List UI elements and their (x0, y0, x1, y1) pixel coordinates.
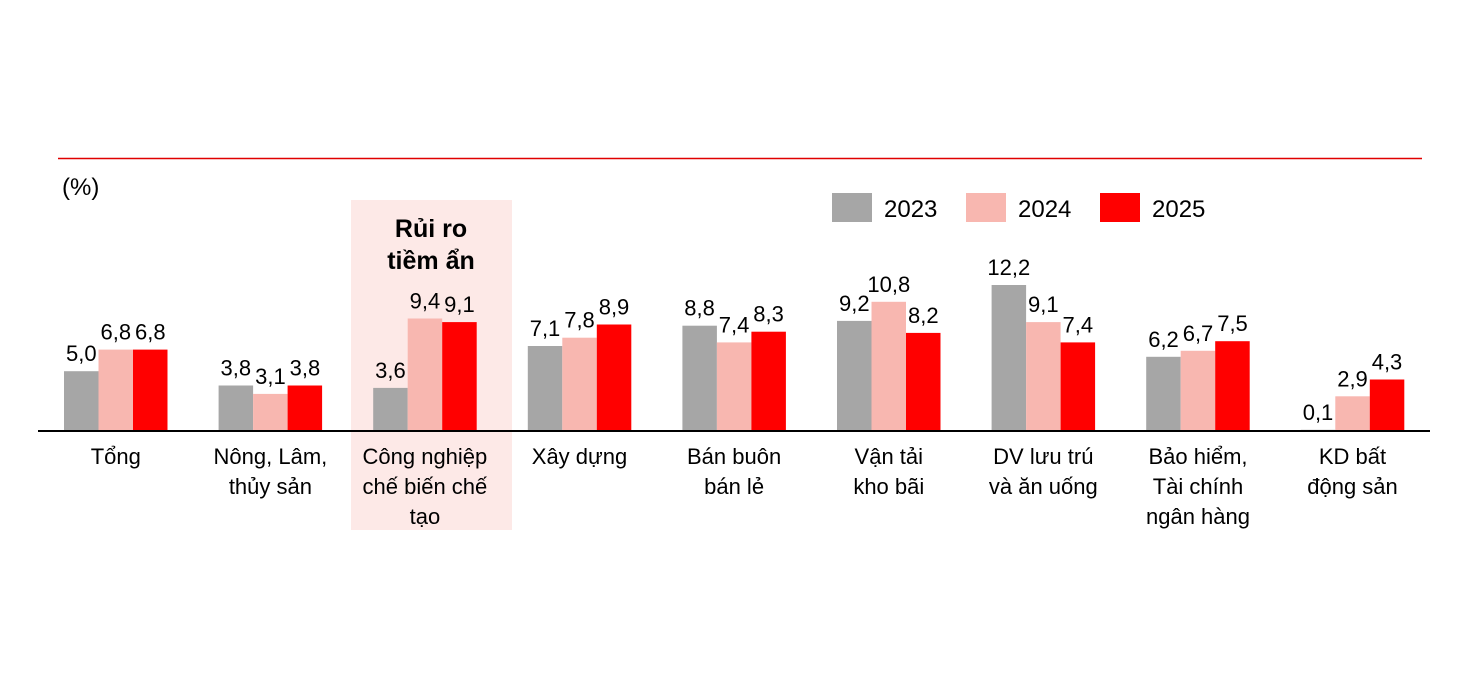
legend-label-2024: 2024 (1018, 196, 1071, 223)
legend-label-2023: 2023 (884, 196, 937, 223)
category-label: Xây dựng (532, 444, 627, 469)
bar-2024 (1180, 350, 1216, 431)
category-label: KD bất (1319, 444, 1386, 469)
legend-swatch-2025 (1100, 193, 1140, 222)
category-label: chế biến chế (363, 474, 488, 499)
value-label-2023: 5,0 (66, 341, 97, 366)
value-label-2025: 9,1 (444, 292, 475, 317)
value-label-2025: 7,5 (1217, 311, 1248, 336)
highlight-text: Rủi ro tiềm ẩn (387, 215, 475, 275)
highlight-text-line: Rủi ro (395, 215, 467, 243)
bar-2025 (596, 324, 632, 431)
value-label-2024: 10,8 (867, 272, 910, 297)
value-label-2023: 6,2 (1148, 327, 1179, 352)
bar-2023 (682, 325, 717, 431)
category-label: ngân hàng (1146, 504, 1250, 529)
bar-2024 (716, 342, 752, 431)
bar-2024 (562, 337, 597, 431)
legend-swatch-2023 (832, 193, 872, 222)
bar-2024 (407, 318, 443, 431)
value-label-2024: 9,1 (1028, 292, 1059, 317)
bar-2024 (871, 301, 906, 431)
value-label-2023: 0,1 (1303, 400, 1334, 425)
bar-2025 (1215, 341, 1250, 431)
category-label: Công nghiệp (363, 444, 488, 469)
category-label: Nông, Lâm, (214, 444, 328, 469)
legend-swatch-2024 (966, 193, 1006, 222)
category-label: DV lưu trú (993, 444, 1093, 469)
legend-label-2025: 2025 (1152, 196, 1205, 223)
bars (64, 285, 1405, 431)
value-label-2025: 3,8 (290, 356, 321, 381)
value-label-2024: 7,8 (564, 308, 595, 333)
category-label: động sản (1307, 474, 1398, 499)
value-label-2024: 2,9 (1337, 366, 1368, 391)
value-label-2025: 4,3 (1372, 350, 1403, 375)
value-label-2025: 8,2 (908, 303, 939, 328)
value-label-2023: 12,2 (987, 255, 1030, 280)
value-label-2025: 8,9 (599, 295, 630, 320)
bar-2023 (527, 346, 563, 431)
value-label-2024: 6,7 (1183, 321, 1214, 346)
value-label-2024: 7,4 (719, 312, 750, 337)
category-label: Bảo hiểm, (1148, 444, 1247, 469)
bar-2023 (837, 320, 872, 431)
value-label-2025: 6,8 (135, 320, 166, 345)
bar-2024 (1026, 322, 1061, 431)
category-label: thủy sản (229, 474, 312, 499)
bar-2024 (98, 349, 133, 431)
bar-2025 (1369, 379, 1405, 431)
bar-2025 (287, 385, 323, 431)
bar-2025 (751, 331, 786, 431)
value-label-2024: 9,4 (410, 289, 441, 314)
value-label-2023: 7,1 (530, 316, 561, 341)
value-label-2024: 3,1 (255, 364, 286, 389)
value-label-2023: 3,6 (375, 358, 406, 383)
value-label-2023: 3,8 (221, 356, 252, 381)
bar-2023 (373, 387, 408, 431)
category-label: Bán buôn (687, 444, 781, 469)
value-label-2023: 9,2 (839, 291, 870, 316)
bar-2025 (442, 322, 477, 431)
category-label: bán lẻ (704, 474, 764, 499)
bar-2025 (1060, 342, 1096, 431)
category-label: Tài chính (1153, 474, 1244, 499)
value-label-2024: 6,8 (101, 320, 132, 345)
category-label: Vận tải (855, 444, 924, 469)
category-label: Tổng (91, 444, 141, 469)
value-label-2025: 7,4 (1063, 312, 1094, 337)
bar-2024 (1335, 396, 1370, 431)
category-label: kho bãi (853, 474, 924, 499)
bar-2025 (133, 349, 168, 431)
bar-2024 (253, 393, 288, 431)
bar-2025 (906, 332, 941, 431)
category-label: và ăn uống (989, 474, 1098, 499)
bar-2023 (1146, 356, 1181, 431)
value-labels: 5,06,8 6,83,8 3,1 3,8 3,69,4 9,17,1 7,88,9 8,87… (66, 255, 1402, 425)
category-labels: Tổng Nông, Lâm, thủy sản Công nghiệp chế biế… (91, 444, 1398, 529)
value-label-2023: 8,8 (684, 296, 715, 321)
legend: 2023 2024 2025 (832, 193, 1205, 223)
value-label-2025: 8,3 (753, 302, 784, 327)
unit-label: (%) (62, 174, 99, 201)
category-label: tạo (410, 504, 441, 529)
bar-2023 (218, 385, 254, 431)
bar-2023 (64, 371, 99, 431)
bar-2023 (991, 285, 1027, 431)
highlight-text-line: tiềm ẩn (387, 247, 475, 275)
